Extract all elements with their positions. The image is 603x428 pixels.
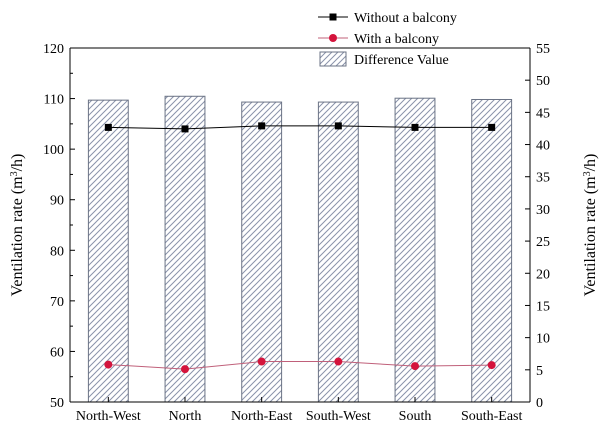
difference-bars xyxy=(87,95,513,403)
y-left-tick-label: 110 xyxy=(44,93,64,108)
axes xyxy=(69,47,531,403)
legend-swatch-difference xyxy=(319,51,347,67)
y-left-tick-label: 50 xyxy=(50,396,64,411)
y-right-tick-label: 40 xyxy=(536,139,550,154)
marker-without-balcony xyxy=(104,123,112,131)
legend-label-with-balcony: With a balcony xyxy=(354,32,439,47)
y-left-tick-label: 80 xyxy=(50,244,64,259)
bar-south-west xyxy=(317,101,359,403)
y-left-tick-label: 120 xyxy=(43,42,64,57)
line-without-balcony xyxy=(108,125,492,130)
y-right-tick-label: 35 xyxy=(536,171,550,186)
bar-north xyxy=(164,95,206,403)
marker-without-balcony xyxy=(334,122,342,130)
y-left-tick-label: 100 xyxy=(43,143,64,158)
legend: Without a balcony With a balcony Differenc… xyxy=(318,11,457,68)
y-axis-left-label: Ventilation rate (m3/h) xyxy=(9,154,27,297)
y-left-tick-label: 70 xyxy=(50,295,64,310)
y-right-tick-label: 25 xyxy=(536,235,550,250)
x-tick-label: South xyxy=(399,409,432,424)
legend-label-without-balcony: Without a balcony xyxy=(354,11,457,26)
marker-with-balcony xyxy=(104,360,113,369)
marker-with-balcony xyxy=(487,361,496,370)
marker-without-balcony xyxy=(181,125,189,133)
marker-with-balcony xyxy=(334,357,343,366)
y-right-tick-label: 0 xyxy=(536,396,543,411)
y-right-tick-label: 5 xyxy=(536,364,543,379)
y-left-tick-label: 90 xyxy=(50,194,64,209)
marker-without-balcony xyxy=(411,123,419,131)
marker-without-balcony xyxy=(488,123,496,131)
bar-south xyxy=(394,97,436,403)
y-right-tick-label: 55 xyxy=(536,42,550,57)
y-right-tick-label: 15 xyxy=(536,299,550,314)
bar-south-east xyxy=(471,98,513,403)
marker-without-balcony xyxy=(258,122,266,130)
x-tick-label: South-West xyxy=(306,409,371,424)
ticks: 50 60 70 80 90 100 110 120 0 5 10 15 20 25 30 35 40 45 50 5… xyxy=(43,42,550,424)
y-left-tick-label: 60 xyxy=(50,345,64,360)
marker-with-balcony xyxy=(181,365,189,374)
y-axis-right-title: Ventilation rate (m3/h) xyxy=(582,154,600,297)
x-tick-label: South-East xyxy=(461,409,523,424)
legend-label-difference: Difference Value xyxy=(354,53,449,68)
legend-marker-without-balcony xyxy=(329,13,337,21)
y-right-tick-label: 30 xyxy=(536,203,550,218)
x-tick-label: North-East xyxy=(231,409,293,424)
legend-marker-with-balcony xyxy=(329,34,337,42)
bar-north-west xyxy=(87,99,129,403)
x-tick-label: North-West xyxy=(76,409,141,424)
series-lines xyxy=(104,122,496,374)
marker-with-balcony xyxy=(411,362,419,371)
y-axis-left-title: Ventilation rate (m3/h) xyxy=(9,154,27,297)
y-right-tick-label: 10 xyxy=(536,332,550,347)
bar-north-east xyxy=(241,101,283,403)
y-right-tick-label: 50 xyxy=(536,74,550,89)
line-with-balcony xyxy=(108,361,492,370)
marker-with-balcony xyxy=(257,357,266,366)
x-tick-label: North xyxy=(169,409,202,424)
y-axis-right-label: Ventilation rate (m3/h) xyxy=(582,154,600,297)
y-right-tick-label: 20 xyxy=(536,267,550,282)
y-right-tick-label: 45 xyxy=(536,106,550,121)
